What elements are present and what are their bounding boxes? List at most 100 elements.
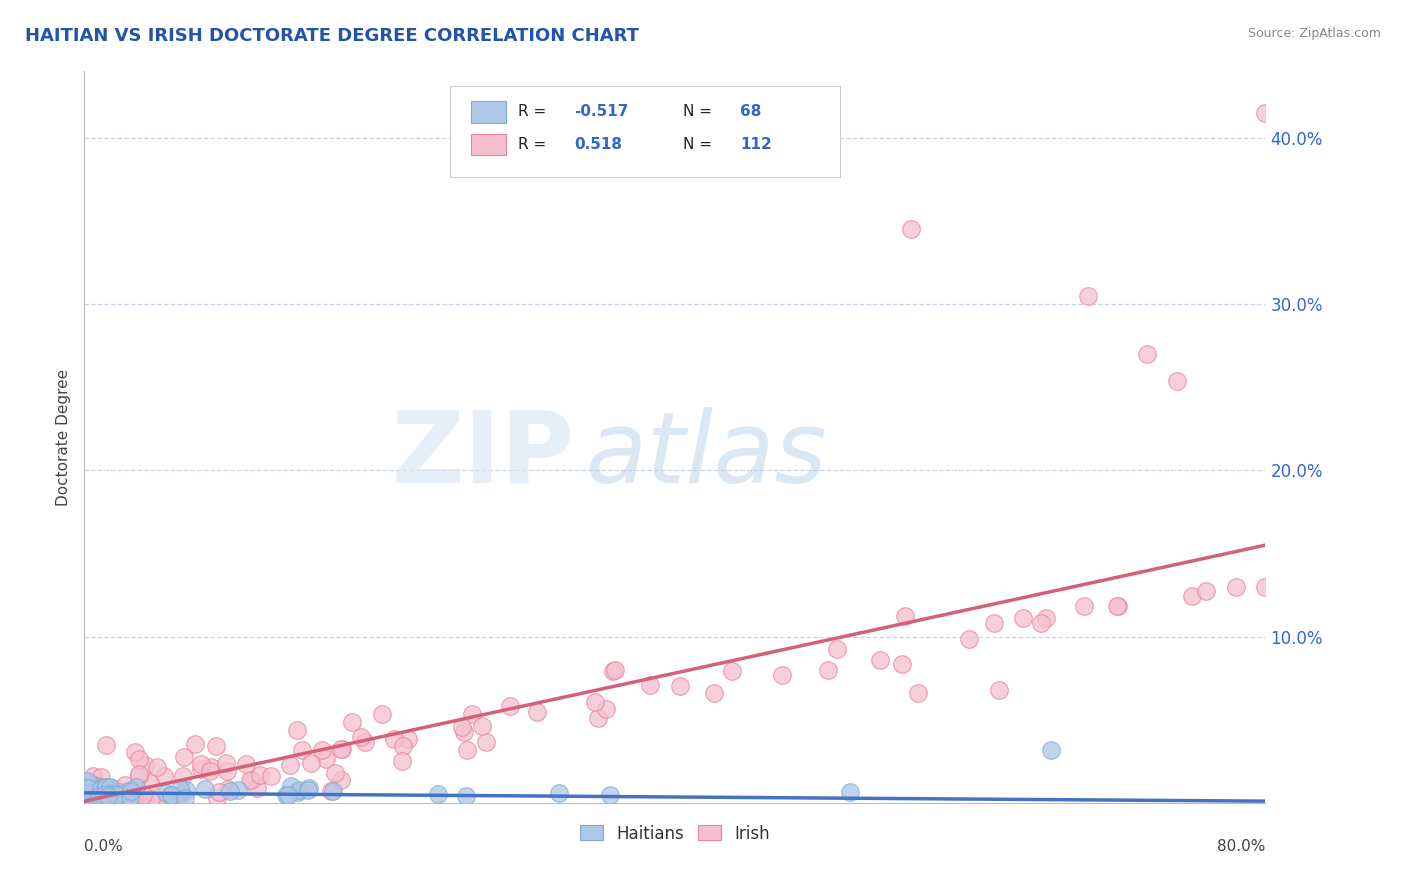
Point	[291, 743, 314, 757]
Point	[84, 789, 107, 804]
Point	[141, 792, 163, 806]
Point	[330, 742, 353, 756]
Point	[1181, 589, 1204, 603]
Text: N =: N =	[683, 104, 713, 120]
Point	[124, 745, 146, 759]
Point	[1270, 580, 1292, 594]
Point	[526, 705, 548, 719]
Point	[907, 686, 929, 700]
Point	[703, 686, 725, 700]
Point	[77, 780, 100, 795]
Point	[73, 786, 96, 800]
Point	[146, 794, 169, 808]
Point	[128, 769, 150, 783]
Point	[471, 719, 494, 733]
Point	[277, 788, 299, 802]
Point	[108, 785, 131, 799]
Point	[669, 679, 692, 693]
Point	[770, 667, 793, 681]
Point	[84, 794, 107, 808]
Point	[1136, 347, 1159, 361]
Point	[89, 789, 111, 803]
Point	[319, 784, 342, 798]
Point	[190, 756, 212, 771]
Point	[1077, 289, 1099, 303]
FancyBboxPatch shape	[471, 134, 506, 155]
Point	[153, 769, 176, 783]
Point	[499, 698, 522, 713]
Point	[145, 760, 167, 774]
Point	[217, 764, 239, 779]
Point	[120, 783, 142, 797]
Point	[1073, 599, 1095, 613]
Point	[107, 789, 129, 803]
Point	[98, 783, 121, 797]
Point	[169, 781, 191, 796]
Point	[94, 780, 117, 794]
Point	[1166, 374, 1188, 388]
Point	[103, 780, 125, 795]
Point	[450, 720, 472, 734]
Point	[426, 787, 449, 801]
Point	[174, 791, 197, 805]
Point	[599, 788, 621, 802]
Point	[120, 786, 142, 800]
Point	[894, 609, 917, 624]
Text: 0.518: 0.518	[575, 137, 623, 152]
Point	[297, 783, 319, 797]
Point	[208, 785, 231, 799]
Point	[299, 756, 322, 770]
Point	[98, 780, 121, 794]
Point	[280, 780, 302, 794]
Point	[200, 760, 222, 774]
Point	[817, 663, 839, 677]
Text: R =: R =	[517, 104, 546, 120]
Point	[249, 767, 271, 781]
Point	[245, 780, 267, 795]
Point	[595, 702, 617, 716]
Point	[215, 756, 238, 770]
Point	[79, 789, 101, 803]
Point	[128, 751, 150, 765]
Point	[454, 789, 477, 803]
Point	[174, 782, 197, 797]
Point	[287, 785, 309, 799]
Point	[80, 782, 103, 797]
Text: atlas: atlas	[586, 407, 828, 504]
Point	[194, 782, 217, 797]
Point	[278, 757, 301, 772]
Point	[80, 782, 103, 797]
Point	[93, 794, 115, 808]
Point	[134, 791, 156, 805]
Point	[218, 784, 240, 798]
Point	[97, 786, 120, 800]
Point	[86, 794, 108, 808]
Point	[184, 737, 207, 751]
Point	[76, 784, 98, 798]
Point	[73, 781, 96, 796]
Point	[1225, 580, 1247, 594]
Point	[104, 787, 127, 801]
Point	[139, 776, 162, 790]
Legend: Haitians, Irish: Haitians, Irish	[574, 818, 776, 849]
Point	[602, 664, 624, 678]
Point	[105, 789, 128, 803]
Text: 80.0%: 80.0%	[1218, 839, 1265, 855]
Point	[354, 735, 377, 749]
Point	[456, 742, 478, 756]
Point	[103, 785, 125, 799]
Point	[1040, 742, 1063, 756]
Point	[1254, 580, 1277, 594]
Point	[217, 781, 239, 796]
Point	[84, 789, 107, 803]
Point	[371, 706, 394, 721]
Point	[329, 773, 352, 788]
Point	[96, 787, 118, 801]
Text: R =: R =	[517, 137, 546, 152]
Point	[91, 789, 114, 803]
Point	[240, 773, 263, 788]
Point	[87, 791, 110, 805]
Point	[204, 739, 226, 753]
Text: 0.0%: 0.0%	[84, 839, 124, 855]
Point	[260, 769, 283, 783]
